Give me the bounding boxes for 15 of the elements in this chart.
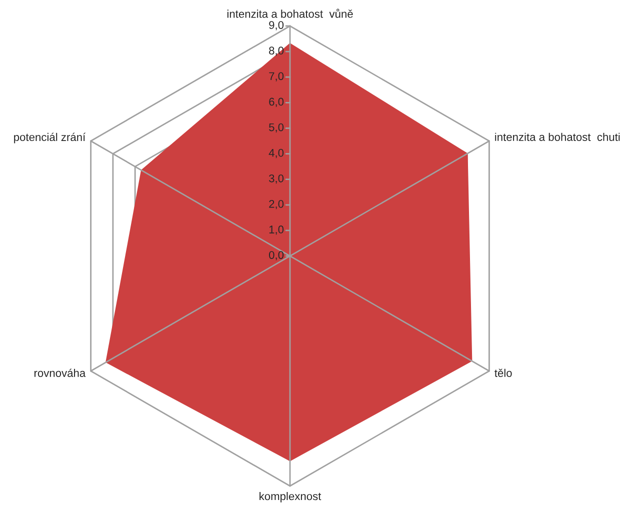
spoke-label: intenzita a bohatost vůně	[227, 8, 353, 18]
y-tick-label: 5,0	[269, 123, 284, 133]
y-tick-label: 0,0	[268, 251, 284, 260]
spoke-label: intenzita a bohatost chuti	[495, 132, 620, 141]
y-tick-label: 2,0	[269, 200, 284, 210]
y-tick-label: 9,0	[269, 21, 284, 30]
y-tick-label: 7,0	[269, 72, 284, 82]
spoke-label: potenciál zrání	[14, 132, 86, 144]
spoke-label: rovnováha	[34, 368, 86, 377]
y-tick-label: 3,0	[268, 174, 284, 184]
y-tick-label: 4,0	[268, 148, 284, 158]
spoke-label: komplexnost	[260, 492, 322, 502]
y-tick-label: 1,0	[269, 226, 284, 235]
y-tick-label: 6,0	[269, 98, 284, 107]
spoke-label: tělo	[494, 368, 512, 377]
